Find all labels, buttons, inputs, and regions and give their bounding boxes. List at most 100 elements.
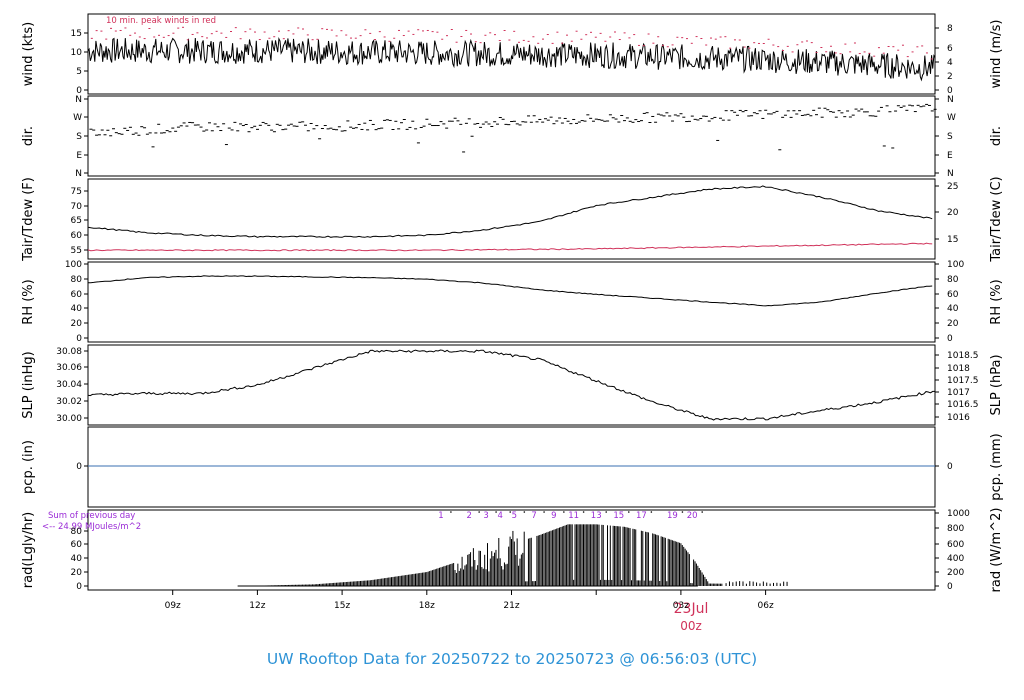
- y-tick-label-left: E: [76, 151, 82, 161]
- rh-panel: [87, 261, 936, 343]
- rad-hour-label: 9: [551, 511, 556, 521]
- y-tick-label-left: 40: [71, 304, 83, 314]
- y-tick-label-right: 0: [947, 462, 953, 472]
- pcp-panel: [87, 426, 936, 508]
- y-tick-label-left: W: [73, 113, 82, 123]
- x-tick-label: 09z: [165, 601, 181, 611]
- y-tick-label-right: 800: [947, 524, 964, 534]
- slp-panel: [87, 344, 936, 426]
- rad-hour-label: 5: [512, 511, 517, 521]
- y-tick-label-right: 25: [947, 182, 958, 192]
- y-tick-label-left: 0: [76, 334, 82, 344]
- y-tick-label-left: 70: [71, 202, 83, 212]
- tair-line: [87, 185, 933, 238]
- rad-hour-dot: [523, 511, 526, 513]
- rad-hour-label: 2: [466, 511, 471, 521]
- y-tick-label-left: 60: [71, 231, 83, 241]
- y-tick-label-right: 80: [947, 275, 959, 285]
- y-tick-label-right: 8: [947, 24, 953, 34]
- y-tick-label-left: 30.02: [56, 397, 82, 407]
- y-tick-label-left: 15: [71, 29, 82, 39]
- y-tick-label-right: 1018: [947, 364, 970, 374]
- y-tick-label-left: 20: [71, 319, 83, 329]
- y-tick-label-left: 0: [76, 462, 82, 472]
- y-tick-label-right: 0: [947, 334, 953, 344]
- slp-line: [87, 349, 935, 421]
- rad-hour-dot: [509, 511, 512, 513]
- rad-hour-label: 3: [483, 511, 488, 521]
- y-tick-label-right: 40: [947, 304, 959, 314]
- wind-ylabel-right: wind (m/s): [989, 20, 1004, 89]
- tdew-line: [87, 242, 933, 252]
- x-tick-label: 03z: [673, 601, 689, 611]
- y-tick-label-left: 5: [76, 67, 82, 77]
- rad-hour-dot: [543, 511, 545, 513]
- y-tick-label-right: 200: [947, 568, 964, 578]
- y-tick-label-left: 30.04: [56, 380, 82, 390]
- rad-hour-label: 19: [667, 511, 678, 521]
- rh-ylabel-left: RH (%): [21, 279, 36, 324]
- rh-ylabel-right: RH (%): [989, 279, 1004, 324]
- y-tick-label-left: 30.06: [56, 363, 82, 373]
- rad-hour-dot: [495, 511, 497, 513]
- wind-speed-line: [87, 37, 936, 82]
- y-tick-label-left: S: [76, 132, 82, 142]
- y-tick-label-left: 60: [71, 290, 83, 300]
- slp-ylabel-right: SLP (hPa): [989, 354, 1004, 415]
- rad-hour-label: 1: [438, 511, 443, 521]
- y-tick-label-left: 80: [71, 527, 83, 537]
- x-tick-label: 12z: [249, 601, 265, 611]
- footer-title: UW Rooftop Data for 20250722 to 20250723…: [267, 650, 757, 668]
- panel-frames: [87, 13, 936, 591]
- y-tick-label-right: S: [947, 132, 953, 142]
- dir-panel: [87, 95, 936, 177]
- y-axis-titles: wind (kts) wind (m/s) dir. dir. Tair/Tde…: [21, 20, 1004, 593]
- y-tick-label-left: 0: [76, 86, 82, 96]
- rad-hour-label: 15: [613, 511, 624, 521]
- y-tick-label-left: 75: [71, 187, 82, 197]
- rad-sum-note: Sum of previous day: [48, 511, 135, 521]
- y-tick-label-right: 4: [947, 58, 953, 68]
- date-label: 23Jul: [674, 601, 709, 617]
- date-sublabel: 00z: [680, 619, 702, 633]
- y-tick-label-right: 100: [947, 260, 964, 270]
- dir-ylabel-right: dir.: [989, 126, 1004, 146]
- y-tick-label-right: 1017: [947, 388, 970, 398]
- y-tick-label-left: 65: [71, 216, 82, 226]
- rad-sum-value: <-- 24.99 MJoules/m^2: [42, 522, 141, 532]
- rad-hour-dot: [450, 511, 452, 513]
- y-tick-label-right: 1018.5: [947, 351, 979, 361]
- y-tick-label-right: 6: [947, 44, 953, 54]
- y-tick-label-left: 30.00: [56, 414, 82, 424]
- y-tick-label-right: 60: [947, 290, 959, 300]
- chart-marks: 05101502468NESWNNESWN5560657075152025020…: [56, 24, 978, 611]
- pcp-ylabel-left: pcp. (in): [21, 440, 36, 494]
- y-tick-label-left: N: [75, 169, 82, 179]
- rad-ylabel-right: rad (W/m^2): [989, 508, 1004, 593]
- y-tick-label-right: E: [947, 151, 953, 161]
- y-tick-label-right: 400: [947, 554, 964, 564]
- y-tick-label-right: 1000: [947, 509, 970, 519]
- rad-hour-label: 4: [497, 511, 502, 521]
- y-tick-label-right: N: [947, 95, 954, 105]
- y-tick-label-right: N: [947, 169, 954, 179]
- peak-wind-note: 10 min. peak winds in red: [106, 16, 216, 26]
- y-tick-label-left: 60: [71, 540, 83, 550]
- y-tick-label-right: 20: [947, 319, 959, 329]
- y-tick-label-left: 0: [76, 582, 82, 592]
- rad-hour-label: 11: [568, 511, 579, 521]
- rad-hour-label: 13: [591, 511, 602, 521]
- y-tick-label-right: 2: [947, 72, 953, 82]
- y-tick-label-right: 0: [947, 86, 953, 96]
- rad-hour-label: 20: [687, 511, 698, 521]
- rad-hour-label: 7: [531, 511, 536, 521]
- rad-hour-dot: [701, 511, 703, 513]
- rad-hour-dot: [582, 511, 585, 513]
- y-tick-label-right: 0: [947, 582, 953, 592]
- rad-hour-dot: [627, 511, 630, 513]
- y-tick-label-right: 1016.5: [947, 400, 979, 410]
- rh-line: [88, 275, 933, 307]
- x-tick-label: 18z: [419, 601, 435, 611]
- x-tick-label: 15z: [334, 601, 350, 611]
